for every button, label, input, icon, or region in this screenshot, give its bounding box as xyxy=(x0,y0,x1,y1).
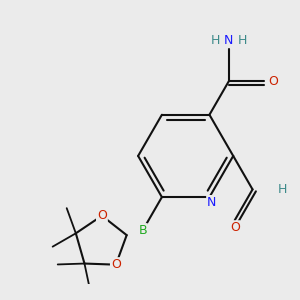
Text: O: O xyxy=(268,75,278,88)
Text: N: N xyxy=(207,196,217,209)
Text: H: H xyxy=(238,34,247,47)
Text: O: O xyxy=(230,221,240,234)
Text: H: H xyxy=(278,183,287,196)
Text: H: H xyxy=(211,34,220,47)
Text: O: O xyxy=(111,258,121,271)
Text: O: O xyxy=(97,209,107,222)
Text: B: B xyxy=(138,224,147,237)
Text: N: N xyxy=(224,34,233,47)
